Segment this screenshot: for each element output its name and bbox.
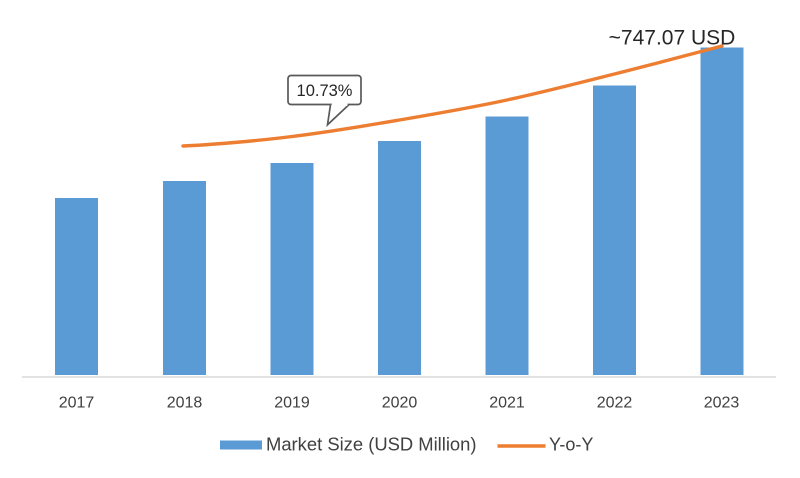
svg-text:2020: 2020 [382,395,418,412]
svg-text:2023: 2023 [704,395,740,412]
svg-text:10.73%: 10.73% [297,82,353,100]
svg-text:2019: 2019 [274,395,310,412]
svg-text:~747.07 USD: ~747.07 USD [609,27,736,50]
svg-text:Market Size (USD Million): Market Size (USD Million) [266,434,477,455]
svg-text:2018: 2018 [167,395,203,412]
svg-text:2021: 2021 [489,395,525,412]
svg-text:2017: 2017 [59,395,95,412]
svg-text:2022: 2022 [597,395,633,412]
svg-text:Y-o-Y: Y-o-Y [549,435,593,455]
